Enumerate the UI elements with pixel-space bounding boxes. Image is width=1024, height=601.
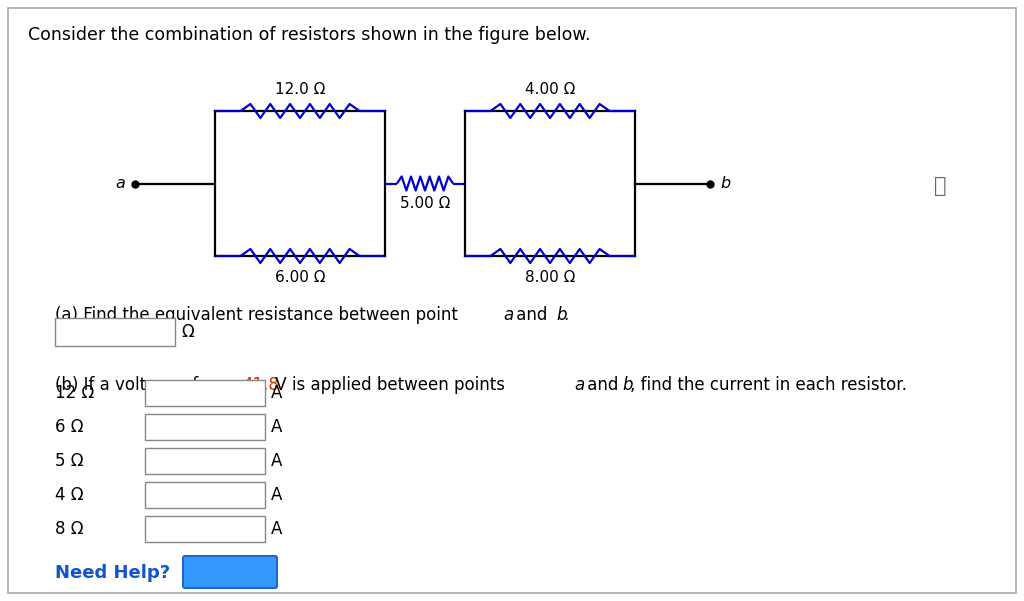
Text: 8 Ω: 8 Ω [55,520,84,538]
FancyBboxPatch shape [183,556,278,588]
Text: A: A [271,418,283,436]
Text: .: . [563,306,568,324]
Text: A: A [271,486,283,504]
Text: Need Help?: Need Help? [55,564,170,582]
Text: A: A [271,520,283,538]
Text: , find the current in each resistor.: , find the current in each resistor. [630,376,907,394]
Text: (a) Find the equivalent resistance between point: (a) Find the equivalent resistance betwe… [55,306,463,324]
Text: 4.00 Ω: 4.00 Ω [525,82,575,97]
Bar [145,482,265,508]
Text: V is applied between points: V is applied between points [270,376,510,394]
Text: 4 Ω: 4 Ω [55,486,84,504]
Bar [145,414,265,440]
Bar [145,380,265,406]
Text: a: a [503,306,513,324]
Text: Read It: Read It [200,564,261,579]
Text: 12.0 Ω: 12.0 Ω [274,82,326,97]
Bar [145,516,265,542]
Text: and: and [511,306,553,324]
Text: b: b [622,376,633,394]
Text: 6.00 Ω: 6.00 Ω [274,270,326,285]
Text: b: b [720,176,730,191]
Text: Consider the combination of resistors shown in the figure below.: Consider the combination of resistors sh… [28,26,591,44]
Text: Ω: Ω [181,323,194,341]
Text: (b) If a voltage of: (b) If a voltage of [55,376,204,394]
Text: ⓘ: ⓘ [934,176,946,196]
Text: 12 Ω: 12 Ω [55,384,94,402]
Bar [55,318,175,346]
Text: a: a [574,376,585,394]
Text: a: a [116,176,125,191]
Text: 5.00 Ω: 5.00 Ω [399,197,451,212]
Bar [145,448,265,474]
Text: 8.00 Ω: 8.00 Ω [525,270,575,285]
Text: 5 Ω: 5 Ω [55,452,84,470]
Text: A: A [271,452,283,470]
Text: A: A [271,384,283,402]
Text: and: and [582,376,624,394]
Text: 41.8: 41.8 [242,376,279,394]
Text: b: b [556,306,566,324]
Text: 6 Ω: 6 Ω [55,418,84,436]
